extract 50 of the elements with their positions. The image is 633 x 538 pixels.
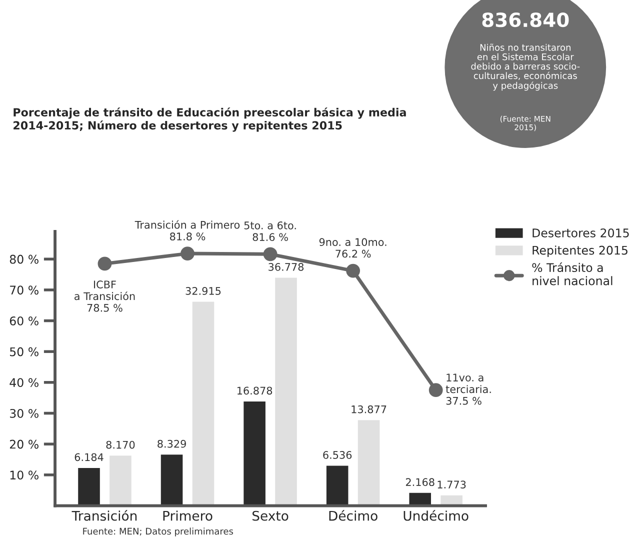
bar [439,494,464,506]
y-tick-label: 30 % [10,408,38,418]
bar [108,454,133,506]
bar [76,466,102,506]
y-tick-label: 20 % [10,440,38,449]
bar [325,464,350,506]
y-tick-label: 60 % [10,316,38,326]
data-label: 16.878 [237,386,272,395]
data-label: 1.773 [438,480,466,489]
text: Niños no transitaron en el Sistema Escolar debido a barreras socio- culturales, económicas y pedagógicas [471,44,580,91]
data-label: ICBF a Transición 78.5 % [74,280,135,312]
data-label: Transición a Primero 81.8 % [134,220,240,240]
y-tick-label: 50 % [10,347,38,356]
y-tick-label: 70 % [10,286,38,295]
data-label: 13.877 [352,405,386,414]
x-tick-label: Transición [72,510,137,521]
data-label: 8.329 [158,440,186,448]
x-tick-label: Undécimo [404,510,468,521]
point [180,246,194,260]
chart-title: Porcentaje de tránsito de Educación preescolar básica y media 2014-2015; Número de desertores y repitentes 2015 [14,107,406,132]
x-tick-label: Décimo [329,510,378,521]
bar [190,300,216,506]
text: 836.840 [482,12,569,28]
x-tick-label: Primero [163,510,212,521]
data-label: 2.168 [406,478,434,486]
y-tick-label: 40 % [10,378,38,388]
point [263,247,278,262]
bar [242,400,267,506]
x-tick-label: Sexto [252,510,288,521]
source-note: Fuente: MEN; Datos prelimimares [83,528,234,536]
data-label: 36.778 [268,263,304,271]
point [98,256,112,271]
data-label: 8.170 [106,440,135,449]
legend-label: Repitentes 2015 [532,246,628,257]
bar [160,453,184,506]
y-tick-label: 80 % [10,254,38,264]
data-label: 6.184 [74,453,104,462]
data-label: 32.915 [186,287,221,295]
point [428,383,443,398]
legend-label: % Tránsito a nivel nacional [532,262,612,286]
bar [356,418,382,506]
point [346,264,360,278]
data-label: 6.536 [323,451,352,459]
bar [274,276,298,506]
data-label: 11vo. a terciaria. 37.5 % [446,374,491,405]
y-tick-label: 10 % [10,470,38,480]
data-label: 9no. a 10mo. 76.2 % [319,238,386,258]
bar [408,492,432,506]
legend-label: Desertores 2015 [532,228,629,238]
data-label: 5to. a 6to. 81.6 % [244,221,296,242]
